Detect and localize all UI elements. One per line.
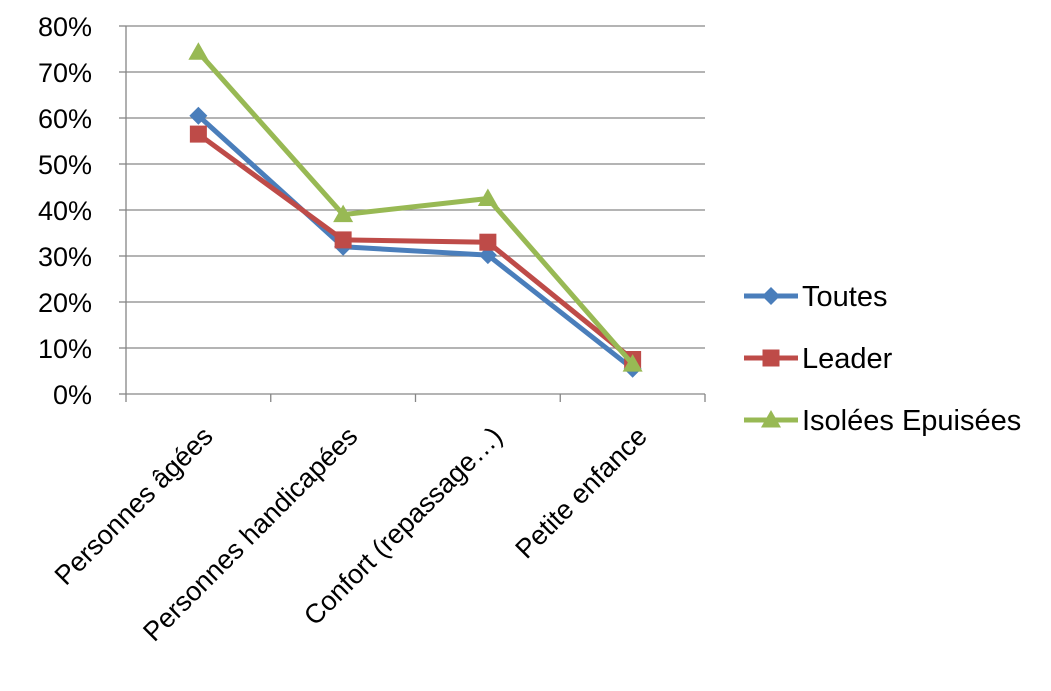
legend-label: Toutes bbox=[802, 281, 887, 313]
legend-label: Leader bbox=[802, 343, 893, 375]
series-line bbox=[196, 113, 635, 371]
data-point-marker bbox=[189, 125, 207, 143]
y-tick-label: 80% bbox=[38, 12, 92, 42]
y-tick-label: 10% bbox=[38, 334, 92, 364]
legend: Toutes Leader Isolées Epuisées bbox=[744, 281, 1021, 437]
legend-item: Isolées Epuisées bbox=[744, 405, 1021, 437]
data-point-marker bbox=[334, 231, 352, 249]
y-tick-label: 0% bbox=[53, 380, 92, 410]
series-leader bbox=[189, 125, 642, 368]
y-tick-label: 70% bbox=[38, 58, 92, 88]
series-line bbox=[196, 50, 635, 366]
data-point-marker bbox=[477, 188, 498, 206]
y-tick-label: 40% bbox=[38, 196, 92, 226]
data-point-marker bbox=[333, 204, 354, 223]
data-point-marker bbox=[189, 106, 208, 125]
data-point-marker bbox=[762, 349, 780, 367]
x-tick-label: Personnes âgées bbox=[49, 421, 219, 591]
legend-label: Isolées Epuisées bbox=[802, 405, 1021, 437]
data-point-marker bbox=[479, 233, 497, 251]
x-tick-label: Petite enfance bbox=[510, 421, 653, 564]
series-isolées-epuisées bbox=[188, 42, 643, 372]
y-tick-label: 20% bbox=[38, 288, 92, 318]
y-tick-label: 50% bbox=[38, 150, 92, 180]
legend-item: Toutes bbox=[744, 281, 887, 313]
series-group bbox=[188, 42, 643, 378]
gridlines bbox=[126, 25, 705, 349]
data-point-marker bbox=[622, 354, 643, 372]
legend-item: Leader bbox=[744, 343, 893, 375]
y-tick-label: 30% bbox=[38, 242, 92, 272]
data-point-marker bbox=[188, 42, 209, 60]
data-point-marker bbox=[762, 287, 780, 305]
y-tick-label: 60% bbox=[38, 104, 92, 134]
data-point-marker bbox=[761, 410, 781, 428]
y-axis: 0% 10% 20% 30% 40% 50% 60% 70% 80% bbox=[38, 12, 127, 410]
series-line bbox=[196, 132, 635, 362]
